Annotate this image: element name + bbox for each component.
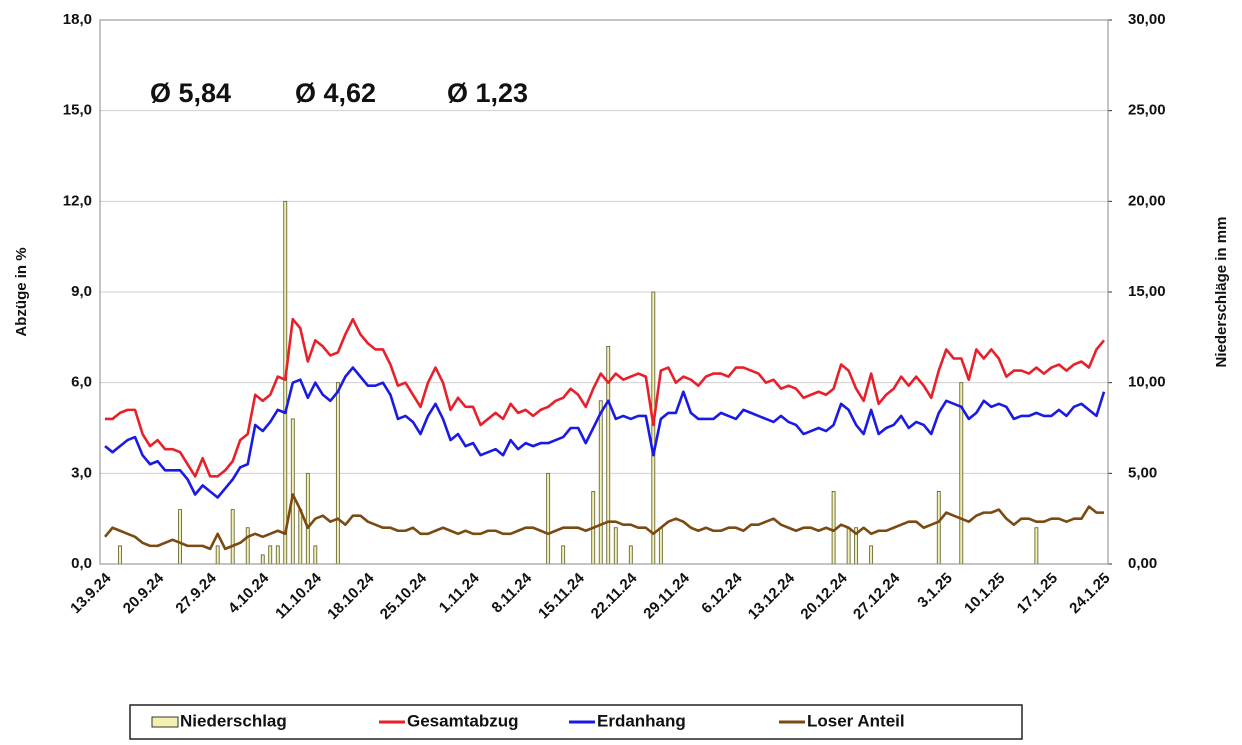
precipitation-bar bbox=[313, 545, 318, 565]
x-tick-label: 17.1.25 bbox=[1014, 570, 1061, 617]
x-tick-label: 10.1.25 bbox=[961, 570, 1008, 617]
x-tick-label: 27.12.24 bbox=[850, 569, 904, 623]
x-tick-label: 25.10.24 bbox=[377, 569, 431, 623]
x-tick-label: 1.11.24 bbox=[436, 569, 483, 616]
x-tick-label: 11.10.24 bbox=[272, 569, 325, 622]
x-tick-label: 8.11.24 bbox=[488, 569, 535, 616]
precipitation-bar bbox=[658, 527, 663, 565]
y-tick-label: 9,0 bbox=[71, 283, 92, 300]
y-tick-label: 15,0 bbox=[63, 102, 92, 119]
x-tick-label: 29.11.24 bbox=[640, 569, 693, 622]
x-tick-label: 15.11.24 bbox=[535, 569, 588, 622]
series-line bbox=[103, 493, 1104, 551]
y2-tick-label: 0,00 bbox=[1128, 555, 1157, 572]
precipitation-bar bbox=[268, 545, 273, 565]
y-axis-title: Abzüge in % bbox=[13, 247, 30, 336]
series-line bbox=[105, 317, 1106, 478]
y2-tick-label: 10,00 bbox=[1128, 374, 1166, 391]
average-annotation: Ø 1,23 bbox=[447, 78, 528, 108]
y-tick-label: 18,0 bbox=[63, 11, 92, 28]
y2-tick-label: 25,00 bbox=[1128, 102, 1166, 119]
precipitation-bar bbox=[118, 545, 122, 565]
precipitation-bar bbox=[546, 472, 551, 565]
y2-tick-label: 15,00 bbox=[1128, 283, 1166, 300]
x-tick-label: 4.10.24 bbox=[225, 569, 273, 617]
average-annotation: Ø 5,84 bbox=[150, 78, 231, 108]
x-tick-label: 13.12.24 bbox=[745, 569, 799, 623]
y2-tick-label: 30,00 bbox=[1128, 11, 1166, 28]
legend-label: Loser Anteil bbox=[807, 711, 905, 730]
y2-tick-label: 5,00 bbox=[1128, 464, 1157, 481]
x-tick-label: 13.9.24 bbox=[67, 569, 115, 617]
x-tick-label: 24.1.25 bbox=[1066, 570, 1113, 617]
legend-swatch bbox=[151, 716, 179, 728]
x-tick-label: 6.12.24 bbox=[698, 569, 746, 617]
precipitation-bar bbox=[245, 527, 250, 565]
precipitation-bar bbox=[846, 527, 851, 565]
precipitation-bar bbox=[1034, 527, 1039, 565]
precipitation-bar bbox=[230, 509, 235, 565]
y-tick-label: 3,0 bbox=[71, 464, 92, 481]
series-line bbox=[104, 366, 1106, 499]
precipitation-bar bbox=[561, 545, 566, 565]
precipitation-bar bbox=[215, 545, 220, 565]
precipitation-bar bbox=[283, 200, 288, 565]
precipitation-bar bbox=[335, 382, 340, 565]
average-annotation: Ø 4,62 bbox=[295, 78, 376, 108]
precipitation-bar bbox=[178, 509, 183, 565]
precipitation-bar bbox=[628, 545, 633, 565]
precipitation-bar bbox=[598, 400, 603, 565]
precipitation-bar bbox=[260, 554, 265, 565]
precipitation-bar bbox=[305, 472, 310, 565]
legend-label: Erdanhang bbox=[597, 711, 686, 730]
legend-label: Gesamtabzug bbox=[407, 711, 518, 730]
x-tick-label: 27.9.24 bbox=[172, 569, 220, 617]
precipitation-bar bbox=[275, 545, 280, 565]
precipitation-bar bbox=[606, 345, 611, 565]
precipitation-bar bbox=[651, 291, 656, 565]
precipitation-bar bbox=[869, 545, 874, 565]
x-tick-label: 22.11.24 bbox=[588, 569, 641, 622]
x-tick-label: 20.12.24 bbox=[797, 569, 851, 623]
y-tick-label: 12,0 bbox=[63, 192, 92, 209]
plot-border bbox=[99, 19, 1109, 565]
precipitation-bar bbox=[613, 527, 618, 565]
precipitation-bar bbox=[831, 491, 836, 565]
precipitation-bar bbox=[290, 418, 295, 565]
y-tick-label: 0,0 bbox=[71, 555, 92, 572]
x-tick-label: 20.9.24 bbox=[120, 569, 168, 617]
x-tick-label: 3.1.25 bbox=[914, 570, 956, 612]
y2-axis-title: Niederschläge in mm bbox=[1213, 217, 1230, 368]
x-tick-label: 18.10.24 bbox=[324, 569, 378, 623]
y-tick-label: 6,0 bbox=[71, 374, 92, 391]
precipitation-bar bbox=[936, 491, 941, 565]
legend-label: Niederschlag bbox=[180, 711, 287, 730]
y2-tick-label: 20,00 bbox=[1128, 192, 1166, 209]
precipitation-bar bbox=[298, 509, 303, 565]
